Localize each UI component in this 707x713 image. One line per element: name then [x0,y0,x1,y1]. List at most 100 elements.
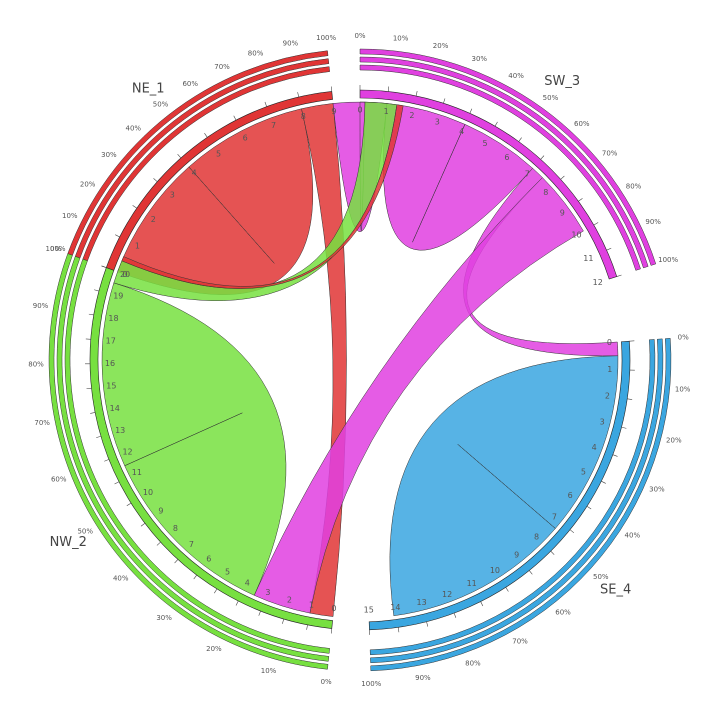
percent-tick-label: 50% [593,573,609,581]
tick-mark [126,502,132,506]
tick-label: 6 [568,491,573,500]
percent-tick-label: 60% [182,80,198,88]
tick-mark [612,454,618,457]
sector-label-sw_3: SW_3 [544,74,580,89]
ribbon-sw_3-to-nw_2 [253,177,584,614]
percent-tick-label: 100% [46,245,66,253]
tick-label: 9 [514,550,519,559]
percent-tick-label: 100% [361,680,381,688]
percent-bar-sw_3 [359,64,641,271]
tick-mark [505,587,509,592]
percent-tick-label: 40% [113,574,129,582]
percent-bar-se_4 [369,339,656,656]
tick-mark [193,574,197,580]
tick-label: 7 [525,170,530,179]
percent-tick-label: 80% [248,49,264,57]
tick-label: 12 [593,278,603,287]
percent-tick-label: 50% [543,94,559,102]
tick-mark [621,426,627,429]
tick-label: 11 [467,579,477,588]
tick-mark [469,108,473,114]
tick-label: 19 [113,292,123,301]
tick-mark [132,205,137,209]
tick-mark [235,600,239,606]
tick-label: 11 [132,468,142,477]
percent-tick-label: 60% [555,609,571,617]
percent-bar-sw_3 [359,56,649,269]
tick-label: 5 [216,149,221,158]
tick-label: 6 [206,555,211,564]
tick-label: 1 [135,242,140,251]
tick-mark [443,98,446,104]
ribbon-se_4-to-se_4 [389,355,619,617]
percent-bar-se_4 [370,338,672,672]
percent-tick-label: 90% [415,674,431,682]
percent-tick-label: 0% [321,678,332,686]
tick-mark [586,506,592,510]
sector-arc-se_4 [368,340,631,631]
percent-bar-ne_1 [74,58,330,259]
tick-mark [297,92,300,98]
tick-label: 7 [271,121,276,130]
tick-label: 20 [120,270,130,279]
percent-tick-label: 40% [126,125,142,133]
tick-mark [101,265,107,268]
percent-tick-label: 30% [156,614,172,622]
tick-label: 8 [534,532,539,541]
tick-label: 8 [173,524,178,533]
tick-label: 4 [192,168,197,177]
tick-label: 9 [158,507,163,516]
tick-mark [550,550,555,555]
tick-label: 12 [122,448,132,457]
tick-mark [94,289,100,292]
tick-label: 4 [459,127,464,136]
percent-bar-se_4 [370,338,664,664]
tick-mark [233,115,237,121]
tick-label: 1 [607,365,612,374]
tick-label: 1 [384,107,389,116]
ribbon-nw_2-to-nw_2 [101,282,287,596]
tick-mark [214,588,218,594]
tick-mark [330,628,333,634]
tick-label: 5 [225,568,230,577]
tick-label: 2 [605,391,610,400]
tick-label: 3 [265,588,270,597]
tick-label: 2 [409,111,414,120]
sector-label-ne_1: NE_1 [132,81,165,96]
percent-tick-label: 80% [465,660,481,668]
tick-mark [204,133,208,138]
tick-mark [560,175,565,180]
percent-tick-label: 60% [51,475,67,483]
tick-label: 2 [287,595,292,604]
tick-mark [115,234,120,238]
percent-tick-label: 10% [393,35,409,43]
tick-mark [104,459,110,462]
tick-label: 10 [490,566,500,575]
tick-mark [518,137,522,142]
tick-mark [480,601,484,607]
tick-label: 0 [357,106,362,115]
sector-labels-layer: NE_1 SW_3 SE_4 NW_2 [50,74,632,597]
tick-mark [593,222,599,226]
percent-tick-label: 70% [214,63,230,71]
tick-mark [569,529,575,534]
tick-mark [415,90,418,96]
tick-label: 0 [331,604,336,613]
tick-label: 3 [435,118,440,127]
tick-mark [426,621,429,627]
tick-label: 13 [115,426,125,435]
tick-mark [174,559,179,564]
percent-tick-label: 90% [33,302,49,310]
sector-arc-sw_3 [359,89,618,280]
percent-tick-label: 20% [433,42,449,50]
tick-mark [114,481,120,485]
tick-mark [177,154,182,159]
tick-label: 9 [560,209,565,218]
percent-tick-label: 100% [658,256,678,264]
tick-mark [264,101,267,107]
ribbon-ne_1-to-ne_1 [117,108,314,295]
percent-tick-label: 30% [471,55,487,63]
tick-mark [282,618,285,624]
tick-mark [96,435,102,438]
sector-label-se_4: SE_4 [600,583,631,598]
